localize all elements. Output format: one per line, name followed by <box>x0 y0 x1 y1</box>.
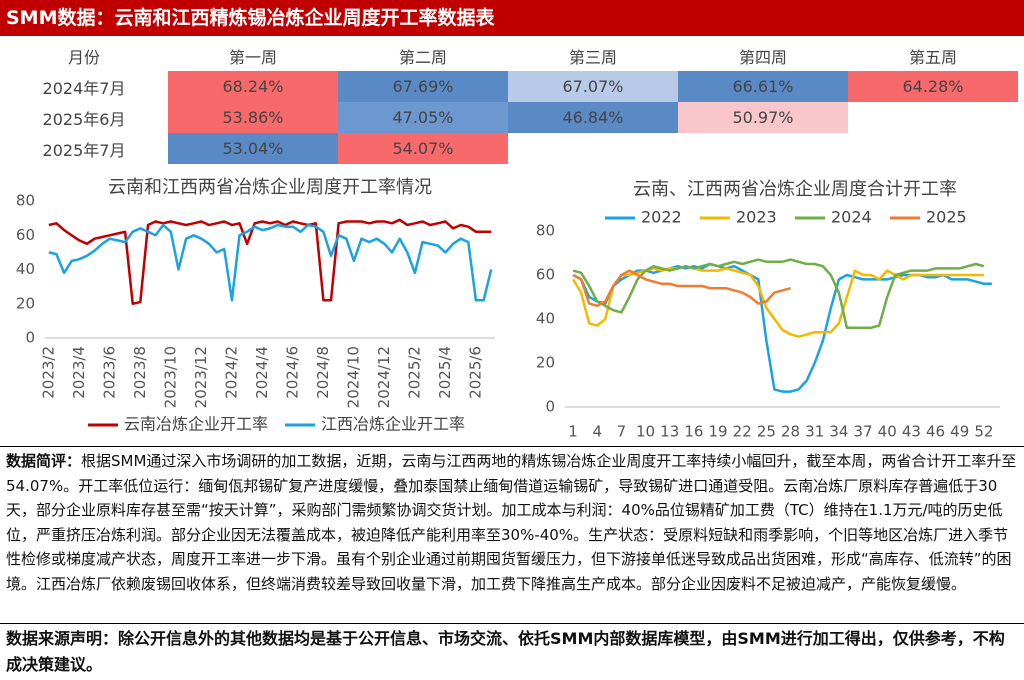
commentary-label: 数据简评： <box>6 452 82 470</box>
column-header: 第二周 <box>398 47 447 67</box>
chart-title: 云南、江西两省冶炼企业周度合计开工率 <box>633 179 957 200</box>
x-tick-label: 2023/6 <box>100 346 118 399</box>
y-tick-label: 0 <box>25 329 35 347</box>
table-cell: 66.61% <box>678 71 848 102</box>
legend-label: 2023 <box>736 208 777 227</box>
series-line <box>572 264 984 338</box>
x-tick-label: 16 <box>684 423 703 441</box>
x-tick-label: 37 <box>854 423 873 441</box>
table-cell: 47.05% <box>338 102 508 133</box>
table-cell: 53.86% <box>168 102 338 133</box>
row-label: 2024年7月 <box>42 78 126 98</box>
x-tick-label: 19 <box>709 423 728 441</box>
series-line <box>48 223 493 302</box>
x-tick-label: 2024/2 <box>222 346 240 399</box>
x-tick-label: 25 <box>757 423 776 441</box>
x-tick-label: 28 <box>781 423 800 441</box>
series-line <box>572 269 791 308</box>
table-cell: 64.28% <box>848 71 1018 102</box>
table-row: 2025年7月 53.04% 54.07% <box>0 133 1018 164</box>
y-tick-label: 60 <box>16 226 35 244</box>
header-row: 月份 第一周 第二周 第三周 第四周 第五周 <box>0 40 1018 71</box>
y-tick-label: 40 <box>16 260 35 278</box>
y-tick-label: 20 <box>536 354 555 372</box>
x-tick-label: 2024/10 <box>344 346 362 408</box>
data-table: 月份 第一周 第二周 第三周 第四周 第五周 2024年7月 68.24% 67.69% 67.0… <box>0 40 1018 164</box>
table-cell: 54.07% <box>338 133 508 164</box>
x-tick-label: 2025/4 <box>436 346 454 399</box>
x-tick-label: 2024/6 <box>283 346 301 399</box>
x-tick-label: 10 <box>636 423 655 441</box>
table-cell <box>508 133 678 164</box>
legend-label: 2025 <box>926 208 967 227</box>
commentary: 数据简评：根据SMM通过深入市场调研的加工数据，近期，云南与江西两地的精炼锡冶炼… <box>0 446 1024 623</box>
x-tick-label: 22 <box>733 423 752 441</box>
x-tick-label: 2024/12 <box>375 346 393 408</box>
x-tick-label: 2024/8 <box>314 346 332 399</box>
row-label: 2025年7月 <box>42 140 126 160</box>
table-cell: 50.97% <box>678 102 848 133</box>
x-tick-label: 2025/6 <box>466 346 484 399</box>
series-line <box>48 218 492 306</box>
y-tick-label: 20 <box>16 294 35 312</box>
table-row: 2024年7月 68.24% 67.69% 67.07% 66.61% 64.28% <box>0 71 1018 102</box>
x-tick-label: 2023/8 <box>131 346 149 399</box>
legend-label: 江西冶炼企业开工率 <box>321 415 465 434</box>
series-line <box>572 258 985 330</box>
row-label: 2025年6月 <box>42 109 126 129</box>
table-cell: 46.84% <box>508 102 678 133</box>
table-cell: 67.69% <box>338 71 508 102</box>
legend-label: 云南冶炼企业开工率 <box>124 415 268 434</box>
y-tick-label: 80 <box>16 192 35 210</box>
source: 数据来源声明：除公开信息外的其他数据均是基于公开信息、市场交流、依托SMM内部数… <box>0 623 1024 680</box>
table-cell <box>848 133 1018 164</box>
x-tick-label: 40 <box>878 423 897 441</box>
x-tick-label: 2023/4 <box>70 346 88 399</box>
x-tick-label: 1 <box>568 423 578 441</box>
x-tick-label: 2023/12 <box>192 346 210 408</box>
source-text: 除公开信息外的其他数据均是基于公开信息、市场交流、依托SMM内部数据库模型，由S… <box>6 629 1005 674</box>
table-cell: 67.07% <box>508 71 678 102</box>
y-tick-label: 0 <box>545 398 555 416</box>
column-header: 第四周 <box>738 47 787 67</box>
x-tick-label: 2024/4 <box>253 346 271 399</box>
x-tick-label: 31 <box>805 423 824 441</box>
legend-label: 2024 <box>831 208 872 227</box>
column-header: 月份 <box>67 47 100 67</box>
x-tick-label: 2023/2 <box>39 346 57 399</box>
column-header: 第三周 <box>568 47 617 67</box>
table-row: 2025年6月 53.86% 47.05% 46.84% 50.97% <box>0 102 1018 133</box>
title-bar: SMM数据：云南和江西精炼锡冶炼企业周度开工率数据表 <box>0 0 1024 36</box>
x-tick-label: 2023/10 <box>161 346 179 408</box>
table-cell: 53.04% <box>168 133 338 164</box>
x-tick-label: 7 <box>617 423 627 441</box>
y-tick-label: 60 <box>536 266 555 284</box>
source-label: 数据来源声明： <box>6 629 119 648</box>
table-cell: 68.24% <box>168 71 338 102</box>
x-tick-label: 2025/2 <box>405 346 423 399</box>
x-tick-label: 34 <box>829 423 848 441</box>
x-tick-label: 52 <box>974 423 993 441</box>
table-cell <box>848 102 1018 133</box>
x-tick-label: 13 <box>660 423 679 441</box>
legend-label: 2022 <box>641 208 682 227</box>
x-tick-label: 43 <box>902 423 921 441</box>
x-tick-label: 49 <box>950 423 969 441</box>
chart-title: 云南和江西两省冶炼企业周度开工率情况 <box>108 177 432 198</box>
y-tick-label: 40 <box>536 310 555 328</box>
y-tick-label: 80 <box>536 222 555 240</box>
x-tick-label: 4 <box>592 423 602 441</box>
x-tick-label: 46 <box>926 423 945 441</box>
commentary-text: 根据SMM通过深入市场调研的加工数据，近期，云南与江西两地的精炼锡冶炼企业周度开… <box>6 452 1017 593</box>
table-cell <box>678 133 848 164</box>
column-header: 第一周 <box>228 47 277 67</box>
column-header: 第五周 <box>908 47 957 67</box>
